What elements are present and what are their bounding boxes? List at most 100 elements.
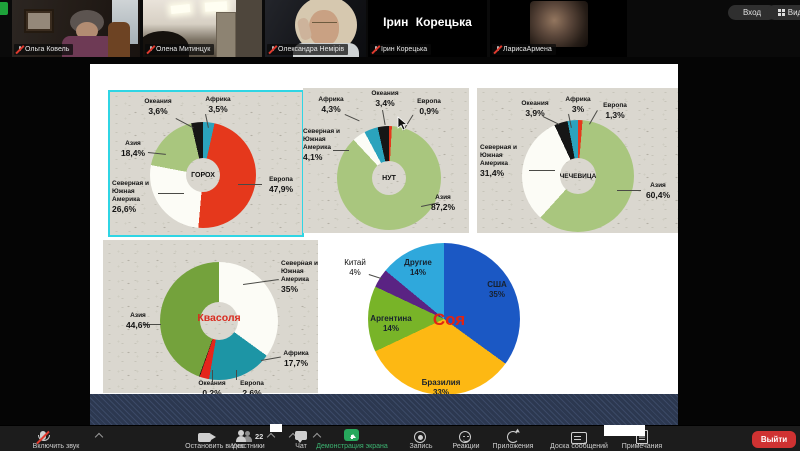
view-button[interactable]: Вид — [767, 5, 800, 20]
chart-panel-chechevitsa: ЧЕЧЕВИЦА Океания 3,9% Африка 3% Европа 1,3%… — [477, 88, 678, 233]
meeting-security-shield-icon[interactable] — [0, 2, 8, 15]
chart-center-label: Соя — [432, 310, 466, 329]
leader-line — [529, 170, 555, 171]
mute-mic-icon[interactable] — [36, 430, 50, 447]
leader-line — [238, 184, 262, 185]
leader-line — [344, 114, 360, 122]
slice-label-africa: Африка 3% — [565, 96, 591, 115]
share-screen-icon[interactable] — [344, 429, 359, 441]
chat-icon[interactable] — [295, 431, 307, 444]
leader-line — [236, 370, 237, 380]
participant-nametag: Олена Митинцук — [145, 44, 215, 55]
leave-button-label: Выйти — [760, 435, 788, 444]
shared-screen-fragment — [270, 424, 282, 432]
ceiling-lamp — [204, 1, 228, 12]
chart-panel-nut: НУТ Африка 4,3% Океания 3,4% Европа 0,9% Се… — [303, 88, 469, 233]
muted-mic-icon — [146, 45, 156, 54]
picture-frame — [24, 9, 54, 33]
participant-name: ЛарисаАрмена — [503, 46, 552, 53]
chat-label[interactable]: Чат — [295, 443, 307, 450]
slice-label-africa: Африка 4,3% — [318, 96, 344, 115]
participants-count: 22 — [255, 432, 264, 441]
avatar — [530, 1, 588, 47]
slice-label-asia: Азия 87,2% — [430, 194, 456, 213]
participant-name: Ірин Корецька — [381, 46, 428, 53]
chart-panel-kvasolya: Квасоля Северная и Южная Америка 35% Азия… — [103, 240, 318, 398]
slice-label-africa: Африка 17,7% — [283, 350, 309, 369]
apps-label[interactable]: Приложения — [492, 443, 534, 450]
video-tile-5[interactable]: ЛарисаАрмена — [490, 0, 627, 57]
mic-options-caret[interactable] — [94, 432, 104, 442]
muted-mic-icon — [493, 45, 503, 54]
reactions-icon[interactable] — [459, 431, 472, 444]
chart-center-label: ГОРОХ — [191, 171, 215, 179]
meeting-toolbar: Включить звук Остановить видео 22 Участн… — [0, 425, 800, 451]
participant-display-name: Ірин Корецька — [383, 15, 472, 29]
leader-line — [158, 193, 184, 194]
participant-nametag: Олександра Немірів — [267, 44, 349, 55]
notes-label[interactable]: Примечания — [621, 443, 663, 450]
enter-button-label: Вход — [742, 8, 762, 17]
leader-line — [382, 110, 386, 125]
apps-icon[interactable] — [507, 428, 523, 444]
ceiling-lamp — [170, 4, 191, 14]
mute-label[interactable]: Включить звук — [32, 443, 80, 450]
leave-meeting-button[interactable]: Выйти — [752, 431, 796, 448]
chart-center-label: НУТ — [382, 174, 396, 182]
slice-label-oceania: Океания 3,4% — [371, 90, 399, 109]
reactions-label[interactable]: Реакции — [452, 443, 480, 450]
participant-face — [76, 22, 98, 40]
chart-panel-soya: Китай 4% Другие 14% США 35% Аргентина 14% Бр… — [325, 238, 545, 397]
leader-line — [617, 190, 641, 191]
mouse-cursor — [397, 116, 408, 131]
slice-label-europe: Европа2,6% — [240, 380, 264, 398]
view-button-label: Вид — [787, 8, 800, 17]
share-screen-label[interactable]: Демонстрация экрана — [316, 443, 388, 450]
wall — [236, 0, 262, 57]
slice-label-china: Китай 4% — [344, 258, 366, 277]
video-tile-3[interactable]: Олександра Немірів — [265, 0, 366, 57]
slice-label-brazil: Бразилия 33% — [421, 378, 461, 397]
slice-label-oceania: Океания 3,6% — [144, 98, 172, 117]
participant-face — [309, 10, 339, 46]
muted-mic-icon — [15, 45, 25, 54]
chart-panel-goroh: ГОРОХ Океания 3,6% Африка 3,5% Азия 18,4% С… — [108, 90, 304, 237]
whiteboard-icon[interactable] — [571, 431, 587, 444]
slice-label-america: Северная и Южная Америка 31,4% — [480, 144, 517, 179]
slice-label-europe: Европа 47,9% — [268, 176, 294, 195]
enter-button[interactable]: Вход — [728, 5, 776, 20]
slice-label-asia: Азия 18,4% — [120, 140, 146, 159]
slide-footer-band — [90, 394, 678, 425]
participants-strip: Ольга Ковель Олена Митинцук Олександ — [0, 0, 800, 57]
participant-nametag: ЛарисаАрмена — [492, 44, 556, 55]
participants-caret[interactable] — [266, 432, 276, 442]
participant-name: Олена Митинцук — [156, 46, 211, 53]
slice-label-argentina: Аргентина 14% — [370, 314, 412, 333]
shared-screen-slide: ГОРОХ Океания 3,6% Африка 3,5% Азия 18,4% С… — [90, 64, 678, 425]
donut-chart-goroh: ГОРОХ — [150, 122, 256, 228]
video-tile-4[interactable]: Ірин Корецька Ірин Корецька — [368, 0, 487, 57]
whiteboard-label[interactable]: Доска сообщений — [550, 443, 608, 450]
participants-icon[interactable] — [236, 430, 253, 443]
slice-label-europe: Европа 0,9% — [417, 98, 441, 117]
chart-center-label: ЧЕЧЕВИЦА — [559, 172, 597, 180]
video-label[interactable]: Остановить видео — [185, 443, 245, 450]
record-label[interactable]: Запись — [409, 443, 433, 450]
chat-caret[interactable] — [312, 432, 322, 442]
slice-label-oceania: Океания 3,9% — [521, 100, 549, 119]
record-icon[interactable] — [414, 431, 427, 444]
participants-label[interactable]: Участники — [231, 443, 265, 450]
video-tile-2[interactable]: Олена Митинцук — [143, 0, 262, 57]
video-tile-1[interactable]: Ольга Ковель — [12, 0, 140, 57]
door — [216, 12, 236, 57]
slice-label-america: Северная и Южная Америка 26,6% — [112, 180, 149, 215]
stop-video-icon[interactable] — [198, 431, 218, 445]
slice-label-europe: Европа 1,3% — [603, 102, 627, 121]
donut-chart-chechevitsa: ЧЕЧЕВИЦА — [522, 120, 634, 232]
muted-mic-icon — [268, 45, 278, 54]
muted-mic-icon — [371, 45, 381, 54]
participant-body — [62, 36, 114, 57]
slice-label-others: Другие 14% — [404, 258, 432, 277]
chair — [108, 22, 130, 57]
